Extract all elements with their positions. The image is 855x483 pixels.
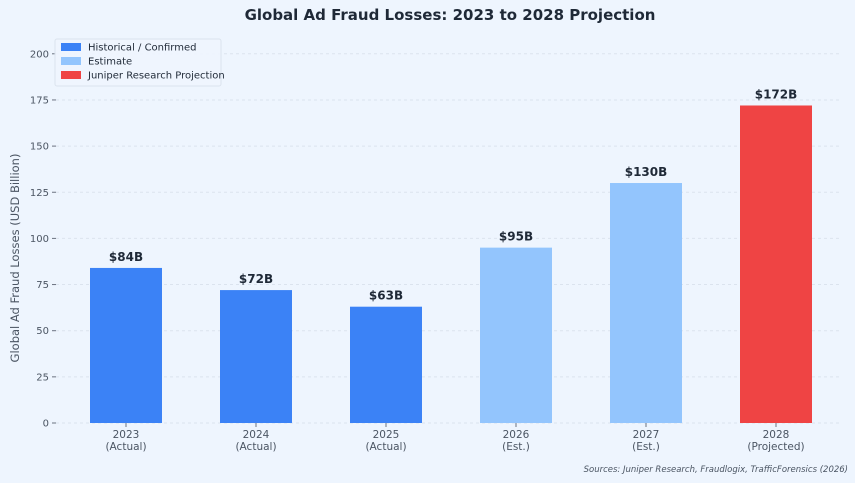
data-labels: $84B $72B $63B $95B $130B $172B	[109, 87, 797, 302]
data-label: $84B	[109, 250, 143, 264]
legend: Historical / Confirmed Estimate Juniper Re…	[54, 38, 225, 87]
y-tick-label: 150	[30, 142, 49, 153]
source-note: Sources: Juniper Research, Fraudlogix, T…	[584, 465, 848, 475]
y-tick-label: 50	[36, 326, 49, 337]
legend-swatch-historical	[61, 43, 81, 51]
x-axis: 2023(Actual)2024(Actual)2025(Actual)2026…	[105, 423, 805, 453]
legend-label-projection: Juniper Research Projection	[87, 71, 225, 82]
y-axis-title: Global Ad Fraud Losses (USD Billion)	[8, 154, 22, 363]
x-tick-label-year: 2024	[243, 429, 270, 441]
x-tick-label-year: 2028	[763, 429, 790, 441]
bar-2025	[350, 306, 422, 423]
y-tick-label: 0	[43, 419, 49, 430]
y-tick-label: 175	[30, 95, 49, 106]
x-tick-label-note: (Est.)	[632, 441, 660, 453]
x-tick-label-note: (Actual)	[105, 441, 146, 453]
x-tick-label-note: (Actual)	[235, 441, 276, 453]
x-tick-label-note: (Projected)	[747, 441, 804, 453]
data-label: $95B	[499, 230, 533, 244]
y-tick-label: 200	[30, 49, 49, 60]
y-axis: 0 25 50 75 100 125 150 175 200	[30, 49, 56, 430]
bar-2028	[740, 105, 812, 423]
legend-label-historical: Historical / Confirmed	[88, 43, 196, 54]
x-tick-label-year: 2023	[113, 429, 140, 441]
y-tick-label: 25	[36, 372, 49, 383]
bar-2026	[480, 247, 552, 423]
data-label: $72B	[239, 272, 273, 286]
legend-label-estimate: Estimate	[88, 57, 132, 68]
x-tick-label-note: (Actual)	[365, 441, 406, 453]
data-label: $130B	[625, 165, 668, 179]
y-tick-label: 125	[30, 188, 49, 199]
x-tick-label-note: (Est.)	[502, 441, 530, 453]
y-tick-label: 75	[36, 280, 49, 291]
gridlines	[56, 53, 840, 424]
data-label: $172B	[755, 87, 798, 101]
y-tick-label: 100	[30, 234, 49, 245]
bar-2027	[610, 183, 682, 423]
legend-box	[54, 38, 222, 87]
legend-swatch-estimate	[61, 57, 81, 65]
x-tick-label-year: 2025	[373, 429, 400, 441]
bar-2024	[220, 290, 292, 423]
legend-swatch-projection	[61, 71, 81, 79]
bars	[90, 105, 812, 423]
chart-title: Global Ad Fraud Losses: 2023 to 2028 Pro…	[245, 6, 656, 24]
x-tick-label-year: 2027	[633, 429, 660, 441]
data-label: $63B	[369, 289, 403, 303]
x-tick-label-year: 2026	[503, 429, 530, 441]
bar-2023	[90, 267, 162, 423]
